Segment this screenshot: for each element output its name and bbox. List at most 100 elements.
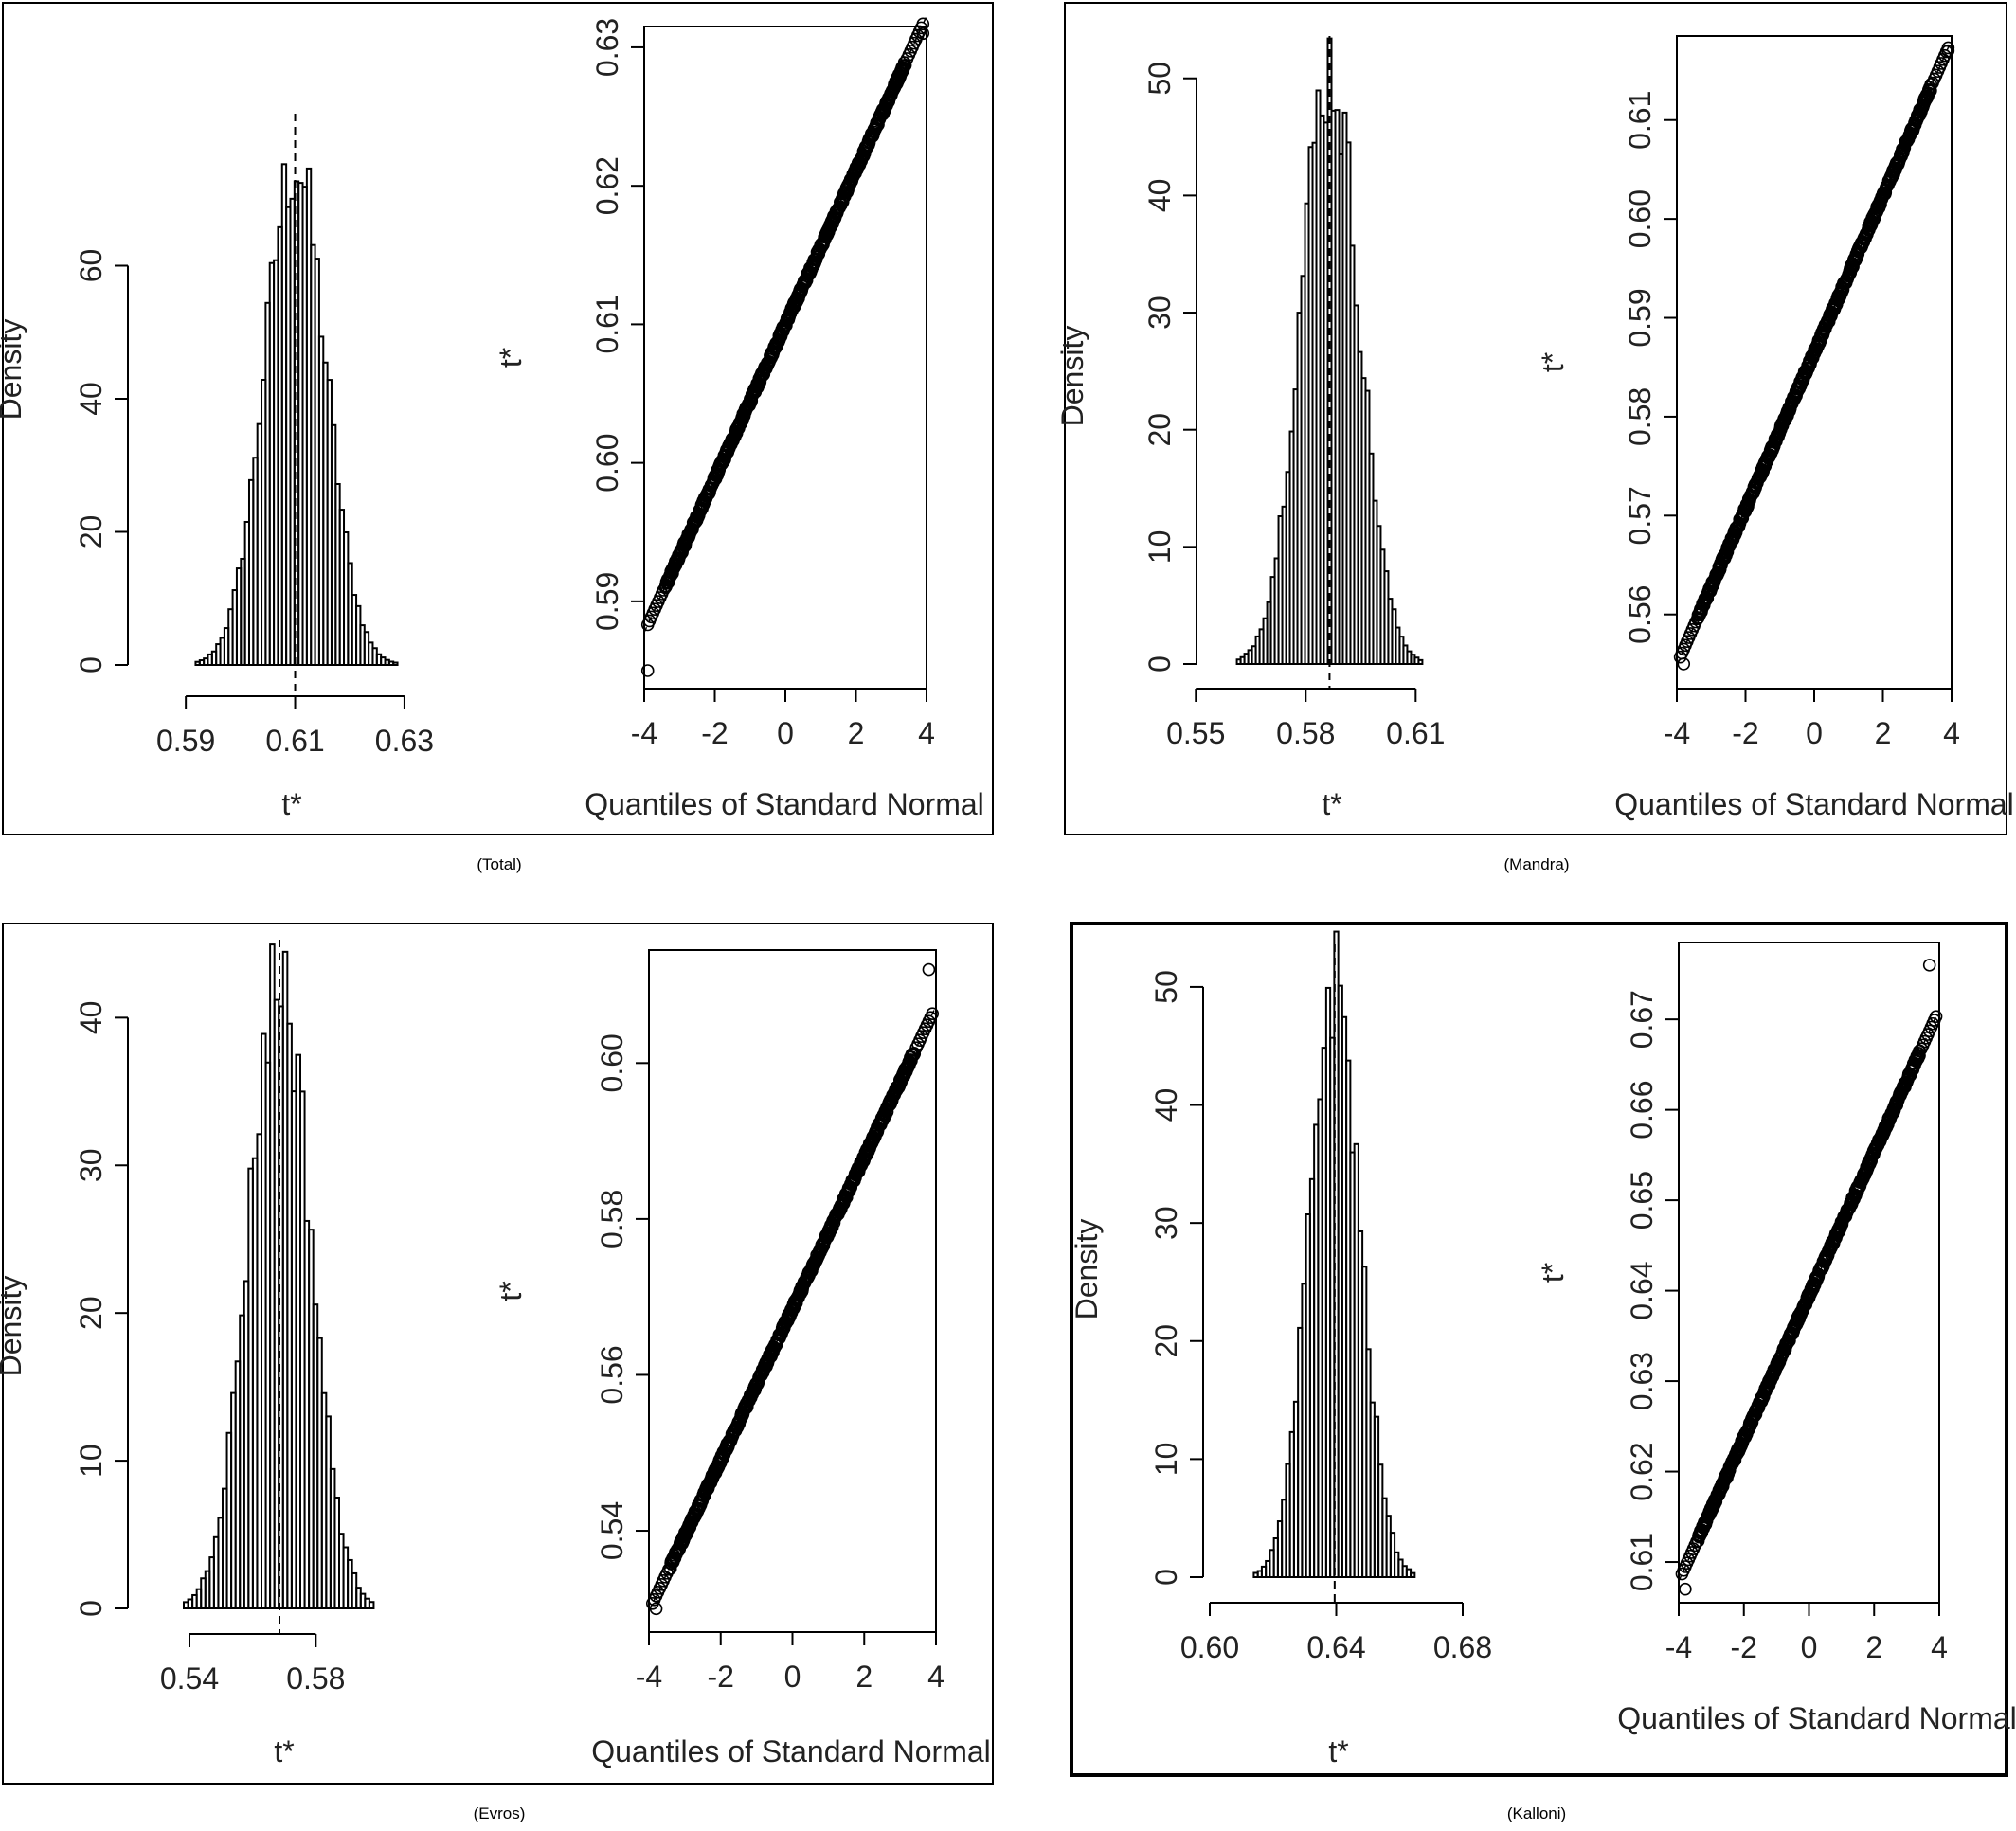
- y-tick-label: 0: [1149, 1569, 1183, 1586]
- panel-frame: [2, 2, 994, 835]
- panel-evros: (Evros) 0.54 0.58 0 10 20 30 40 Density t* -4 -2 0 2 4…: [0, 923, 994, 1822]
- x-tick-label: 0.68: [1433, 1630, 1492, 1664]
- qq-y-axis: 0.61 0.62 0.63 0.64 0.65 0.66 0.67: [1625, 990, 1679, 1591]
- y-tick-label: 0.61: [1625, 1533, 1659, 1591]
- x-tick-label: -2: [708, 1660, 734, 1694]
- qq-x-label: Quantiles of Standard Normal: [591, 1734, 991, 1768]
- qq-x-axis: -4 -2 0 2 4: [636, 1632, 945, 1694]
- panel-frame: [2, 923, 994, 1785]
- hist-x-label: t*: [1328, 1734, 1348, 1768]
- qq-points: [1673, 41, 1955, 671]
- y-tick-label: 0: [1143, 655, 1177, 673]
- hist-y-label: Density: [0, 1276, 27, 1377]
- histogram-bar: [392, 661, 399, 666]
- hist-y-axis: 0 10 20 30 40 50: [1149, 970, 1204, 1586]
- qq-x-axis: -4 -2 0 2 4: [631, 689, 935, 750]
- histogram: 0.59 0.61 0.63 0 20 40 60 Density t*: [0, 114, 434, 821]
- qq-y-label: t*: [1536, 352, 1570, 372]
- y-tick-label: 60: [74, 249, 108, 283]
- x-tick-label: 4: [1931, 1630, 1948, 1664]
- qq-x-label: Quantiles of Standard Normal: [1614, 787, 2014, 821]
- y-tick-label: 30: [74, 1148, 108, 1182]
- x-tick-label: -4: [631, 716, 657, 750]
- histogram-bars: [183, 943, 375, 1610]
- qq-points: [1675, 959, 1943, 1596]
- y-tick-label: 0.66: [1625, 1080, 1659, 1139]
- panel-caption: (Evros): [474, 1804, 526, 1822]
- x-tick-label: 0: [1801, 1630, 1818, 1664]
- y-tick-label: 10: [74, 1444, 108, 1478]
- qq-y-axis: 0.54 0.56 0.58 0.60: [595, 1033, 649, 1560]
- x-tick-label: 0.54: [160, 1661, 219, 1696]
- qq-point-min: [1677, 657, 1691, 671]
- hist-x-label: t*: [281, 787, 301, 821]
- panel-frame: [1070, 922, 2008, 1777]
- x-tick-label: -4: [636, 1660, 662, 1694]
- y-tick-label: 0.58: [595, 1190, 629, 1248]
- x-tick-label: -2: [1732, 716, 1758, 750]
- y-tick-label: 0.61: [1623, 91, 1657, 150]
- x-tick-label: -2: [1731, 1630, 1757, 1664]
- qq-points: [640, 17, 930, 677]
- qq-point-max: [1922, 959, 1936, 972]
- x-tick-label: 2: [1875, 716, 1892, 750]
- y-tick-label: 0.58: [1623, 387, 1657, 446]
- x-tick-label: 0: [784, 1660, 801, 1694]
- x-tick-label: 0.59: [156, 724, 215, 758]
- qq-point: [640, 618, 655, 632]
- histogram-bar: [1417, 658, 1424, 666]
- y-tick-label: 0.62: [590, 156, 624, 215]
- qq-point: [1675, 1567, 1689, 1581]
- qq-point-max: [922, 962, 936, 977]
- y-tick-label: 30: [1143, 296, 1177, 330]
- y-tick-label: 40: [74, 382, 108, 416]
- hist-y-label: Density: [0, 319, 27, 421]
- qq-point-min: [649, 1602, 663, 1616]
- y-tick-label: 0.56: [595, 1345, 629, 1404]
- qq-point: [1673, 650, 1687, 664]
- qq-point: [1836, 282, 1850, 296]
- y-tick-label: 0.57: [1623, 486, 1657, 545]
- qq-y-label: t*: [1536, 1263, 1570, 1283]
- y-tick-label: 0.62: [1625, 1442, 1659, 1500]
- qq-plot: -4 -2 0 2 4 0.61 0.62 0.63 0.64 0.65 0.66 0.67 t* Qua…: [1536, 942, 2016, 1735]
- y-tick-label: 0: [74, 656, 108, 673]
- hist-x-axis: 0.60 0.64 0.68: [1180, 1602, 1492, 1664]
- histogram-bar: [1410, 1571, 1416, 1578]
- x-tick-label: 0.58: [286, 1661, 345, 1696]
- x-tick-label: 0.58: [1276, 716, 1335, 750]
- x-tick-label: 0.61: [1386, 716, 1445, 750]
- x-tick-label: 4: [927, 1660, 945, 1694]
- hist-x-label: t*: [274, 1734, 294, 1768]
- qq-x-axis: -4 -2 0 2 4: [1664, 689, 1960, 750]
- histogram: 0.55 0.58 0.61 0 10 20 30 40 50 Density t*: [1055, 36, 1445, 821]
- panel-caption: (Mandra): [1504, 855, 1570, 873]
- y-tick-label: 0.54: [595, 1501, 629, 1560]
- y-tick-label: 0.63: [1625, 1352, 1659, 1410]
- panel-kalloni: (Kalloni)0.60 0.64 0.6801020304050Densityt…: [1070, 922, 2016, 1822]
- qq-point: [926, 1007, 940, 1021]
- panel-frame: [1064, 2, 2007, 835]
- qq-plot: -4 -2 0 2 4 0.56 0.57 0.58 0.59 0.60 0.61 t* Quantil…: [1536, 35, 2014, 821]
- x-tick-label: 0.64: [1306, 1630, 1365, 1664]
- qq-point: [1941, 41, 1955, 55]
- qq-y-axis: 0.56 0.57 0.58 0.59 0.60 0.61: [1623, 91, 1677, 644]
- y-tick-label: 30: [1149, 1206, 1183, 1240]
- panel-caption: (Kalloni): [1507, 1804, 1566, 1822]
- y-tick-label: 50: [1143, 62, 1177, 96]
- qq-y-label: t*: [494, 1281, 528, 1301]
- qq-point: [916, 17, 930, 31]
- x-tick-label: 2: [855, 1660, 873, 1694]
- qq-point: [1929, 1010, 1943, 1023]
- y-tick-label: 40: [1143, 179, 1177, 213]
- y-tick-label: 50: [1149, 970, 1183, 1004]
- histogram-bars: [1235, 37, 1424, 666]
- x-tick-label: 4: [918, 716, 935, 750]
- x-tick-label: -2: [701, 716, 728, 750]
- y-tick-label: 0.61: [590, 295, 624, 353]
- x-tick-label: 0.55: [1166, 716, 1225, 750]
- y-tick-label: 20: [74, 1296, 108, 1330]
- panel-mandra: (Mandra)0.55 0.58 0.6101020304050Densityt*…: [1055, 2, 2014, 873]
